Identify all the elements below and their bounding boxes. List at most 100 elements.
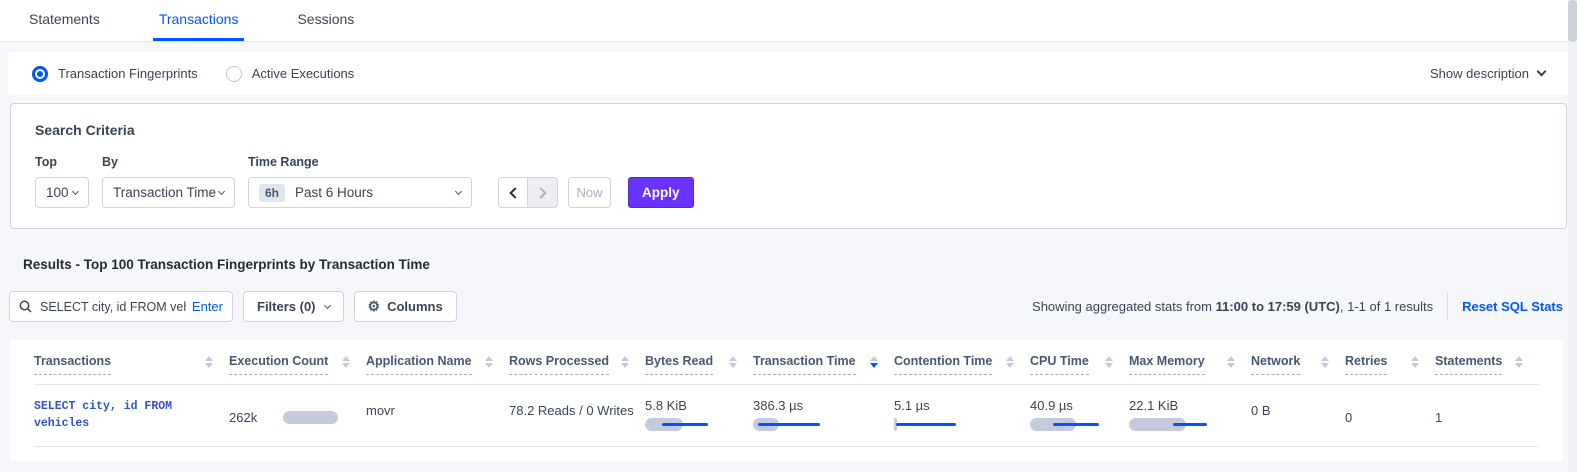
scrollbar-thumb[interactable] [1568, 0, 1577, 42]
column-header-cpu_time[interactable]: CPU Time [1030, 354, 1129, 375]
column-header-contention_time[interactable]: Contention Time [894, 354, 1030, 375]
cpu-time-value: 40.9 µs [1030, 398, 1073, 413]
table-row: SELECT city, id FROM vehicles 262k movr … [34, 385, 1539, 447]
radio-label: Active Executions [251, 66, 355, 81]
columns-button[interactable]: ⚙ Columns [353, 291, 457, 322]
search-criteria-card: Search Criteria Top 100 By Transaction T… [10, 103, 1567, 229]
radio-unselected-icon[interactable] [225, 65, 242, 82]
cell-statements: 1 [1435, 410, 1443, 425]
cell-retries: 0 [1345, 410, 1353, 425]
bytes-read-bar [645, 418, 740, 431]
stats-time-range: 11:00 to 17:59 (UTC) [1215, 299, 1340, 314]
column-header-statements[interactable]: Statements [1435, 354, 1539, 375]
transaction-time-value: 386.3 µs [753, 398, 804, 413]
reset-sql-stats-link[interactable]: Reset SQL Stats [1462, 299, 1563, 314]
column-label: Rows Processed [509, 354, 610, 375]
results-title: Results - Top 100 Transaction Fingerprin… [23, 257, 430, 272]
radio-transaction-fingerprints[interactable]: Transaction Fingerprints [32, 65, 198, 82]
column-header-execution_count[interactable]: Execution Count [229, 354, 366, 375]
tab-transactions[interactable]: Transactions [152, 0, 245, 41]
radio-active-executions[interactable]: Active Executions [225, 65, 355, 82]
cell-bytes-read: 5.8 KiB [645, 398, 753, 432]
top-field: Top 100 [35, 155, 89, 208]
chevron-right-icon [535, 186, 547, 199]
next-time-window-button[interactable] [528, 177, 558, 208]
show-description-label: Show description [1430, 66, 1529, 81]
chevron-down-icon [1536, 66, 1547, 77]
sort-icon [342, 356, 350, 368]
chevron-left-icon [508, 186, 521, 199]
chevron-down-icon [454, 187, 463, 196]
top-label: Top [35, 155, 57, 169]
column-label: Application Name [366, 354, 472, 375]
transaction-fingerprint-link[interactable]: SELECT city, id FROM vehicles [34, 400, 173, 430]
column-label: Execution Count [229, 354, 329, 375]
by-label: By [102, 155, 118, 169]
by-select-value: Transaction Time [113, 185, 217, 200]
columns-label: Columns [387, 299, 443, 314]
top-select[interactable]: 100 [35, 177, 89, 208]
aggregated-stats-group: Showing aggregated stats from 11:00 to 1… [1032, 293, 1563, 320]
column-label: Retries [1345, 354, 1388, 375]
column-label: Bytes Read [645, 354, 714, 375]
previous-time-window-button[interactable] [498, 177, 528, 208]
column-label: Network [1251, 354, 1301, 375]
scrollbar-track[interactable] [1568, 0, 1577, 472]
column-header-network[interactable]: Network [1251, 354, 1345, 375]
cell-execution-count: 262k [229, 398, 366, 432]
sql-search-box[interactable]: Enter [9, 291, 233, 322]
sort-icon [621, 356, 629, 368]
sort-icon [1105, 356, 1113, 368]
tab-statements[interactable]: Statements [29, 11, 100, 27]
time-range-label: Time Range [248, 155, 319, 169]
sql-search-input[interactable] [40, 299, 186, 314]
column-header-max_memory[interactable]: Max Memory [1129, 354, 1251, 375]
cpu-time-bar [1030, 418, 1125, 431]
table-divider [34, 384, 1539, 385]
apply-button[interactable]: Apply [628, 177, 694, 208]
radio-selected-icon[interactable] [32, 65, 48, 82]
column-label: Contention Time [894, 354, 993, 375]
column-header-transactions[interactable]: Transactions [34, 354, 229, 375]
page-tabbar: Statements Transactions Sessions [0, 0, 1577, 42]
now-button[interactable]: Now [568, 177, 611, 208]
transaction-time-bar [753, 418, 848, 431]
sort-icon [205, 356, 213, 368]
cell-transaction-time: 386.3 µs [753, 398, 894, 432]
column-header-bytes_read[interactable]: Bytes Read [645, 354, 753, 375]
contention-time-bar [894, 418, 989, 431]
column-header-retries[interactable]: Retries [1345, 354, 1435, 375]
cell-application-name: movr [366, 403, 395, 418]
execution-count-bar [283, 411, 339, 424]
by-select[interactable]: Transaction Time [102, 177, 235, 208]
results-controls-row: Enter Filters (0) ⚙ Columns Showing aggr… [9, 291, 1563, 322]
time-range-select[interactable]: 6h Past 6 Hours [248, 177, 472, 208]
tab-sessions[interactable]: Sessions [297, 11, 355, 27]
column-header-rows_processed[interactable]: Rows Processed [509, 354, 645, 375]
show-description-toggle[interactable]: Show description [1430, 66, 1547, 81]
by-field: By Transaction Time [102, 155, 235, 208]
sort-icon [1515, 356, 1523, 368]
enter-button[interactable]: Enter [191, 299, 223, 314]
filters-label: Filters (0) [257, 299, 316, 314]
sort-icon [1006, 356, 1014, 368]
chevron-down-icon [323, 301, 331, 310]
search-criteria-title: Search Criteria [35, 122, 135, 138]
sort-icon [1227, 356, 1235, 368]
time-range-field: Time Range 6h Past 6 Hours [248, 155, 472, 208]
contention-time-value: 5.1 µs [894, 398, 930, 413]
table-header-row: Transactions Execution Count Application N… [34, 354, 1539, 375]
time-window-arrows [498, 177, 558, 208]
chevron-down-icon [71, 187, 80, 196]
max-memory-value: 22.1 KiB [1129, 398, 1179, 413]
aggregated-stats-text: Showing aggregated stats from 11:00 to 1… [1032, 299, 1434, 314]
sort-icon [729, 356, 737, 368]
column-header-application_name[interactable]: Application Name [366, 354, 509, 375]
cell-contention-time: 5.1 µs [894, 398, 1030, 432]
cell-max-memory: 22.1 KiB [1129, 398, 1251, 432]
column-label: CPU Time [1030, 354, 1089, 375]
time-range-value: Past 6 Hours [295, 185, 374, 200]
filters-button[interactable]: Filters (0) [243, 291, 344, 322]
sort-icon [1411, 356, 1419, 368]
column-header-transaction_time[interactable]: Transaction Time [753, 354, 894, 375]
